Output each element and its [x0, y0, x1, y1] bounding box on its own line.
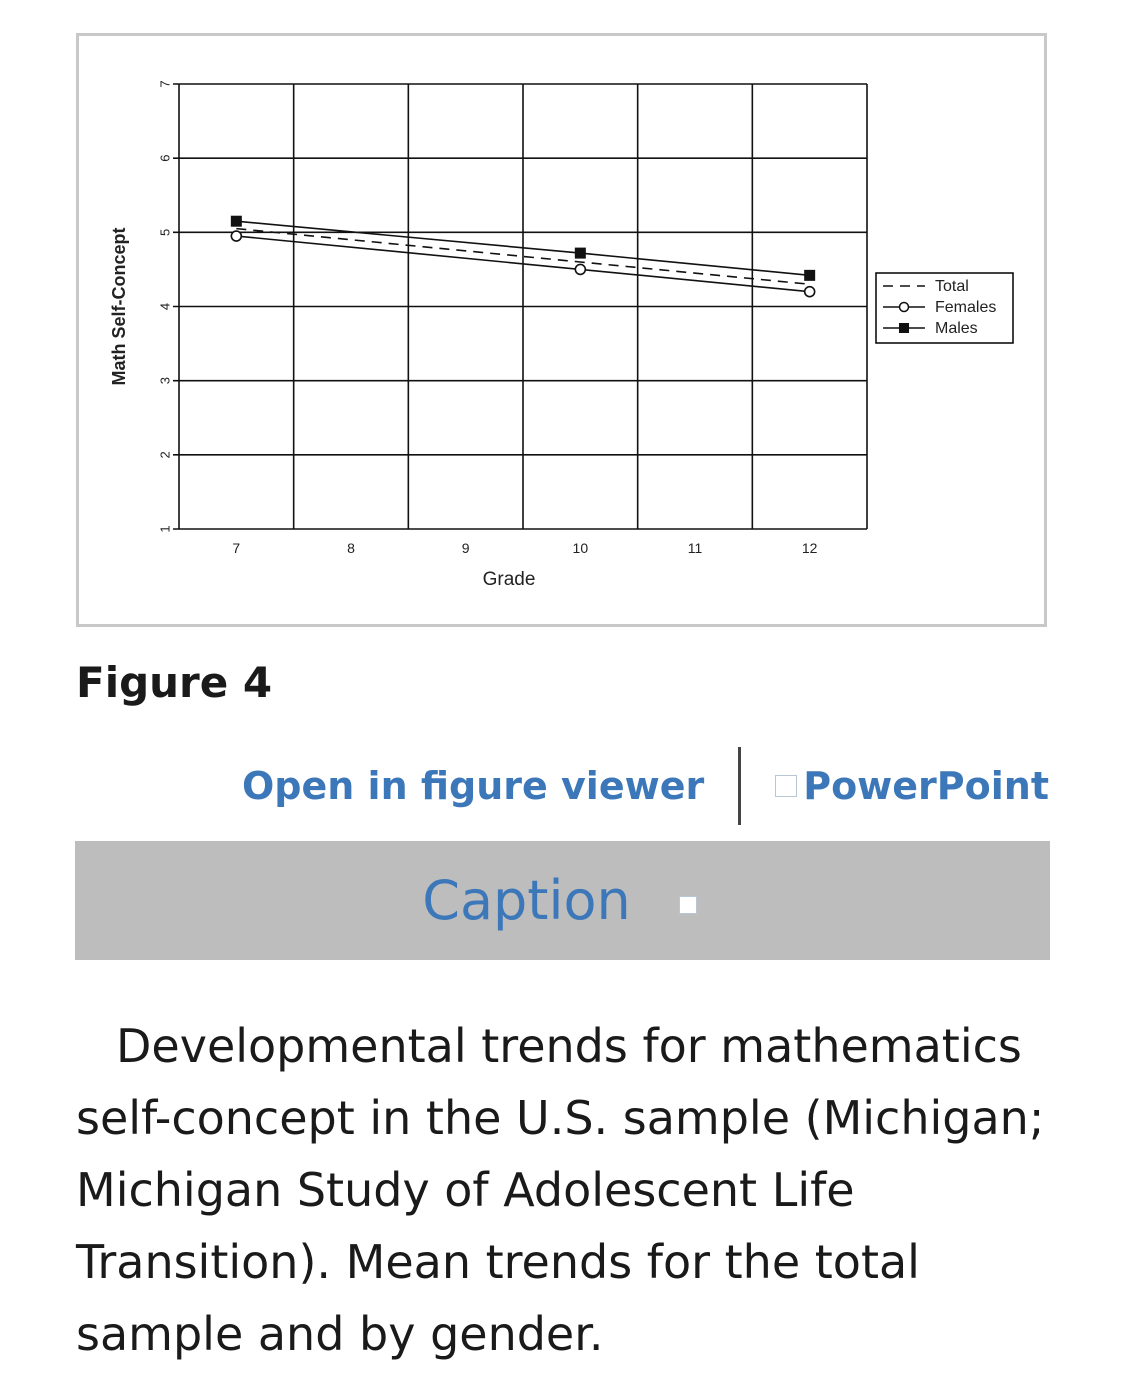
x-tick-label: 8	[347, 540, 355, 556]
y-tick-label: 4	[158, 303, 173, 310]
x-tick-label: 7	[232, 540, 240, 556]
powerpoint-icon	[775, 775, 798, 797]
data-point-males	[574, 247, 586, 259]
data-point-females	[803, 285, 816, 298]
caption-text: Developmental trends for mathematics sel…	[76, 1019, 1045, 1361]
x-tick-label: 12	[802, 540, 818, 556]
figure-actions: Open in figure viewer PowerPoint	[242, 747, 1049, 825]
legend-label-total: Total	[935, 278, 969, 295]
powerpoint-label: PowerPoint	[803, 764, 1049, 808]
legend-box	[875, 272, 1014, 344]
chart-legend: Total Females Males	[875, 272, 1014, 344]
caption-toggle-button[interactable]: Caption	[75, 841, 1050, 960]
y-tick-label: 7	[158, 80, 173, 87]
x-tick-label: 9	[462, 540, 470, 556]
action-divider	[738, 747, 742, 825]
y-axis-label: Math Self-Concept	[109, 227, 129, 385]
y-tick-label: 1	[158, 525, 173, 532]
data-point-females	[230, 230, 243, 242]
data-point-females	[574, 263, 587, 276]
legend-marker-males	[899, 323, 909, 333]
caption-toggle-label: Caption	[422, 869, 631, 932]
figure-image: 1 2 3 4 5 6 7 7 8 9 10 11 12 Grade Math Self-Concept To…	[76, 33, 1047, 627]
y-tick-label: 5	[158, 229, 173, 236]
x-axis-label: Grade	[483, 569, 536, 590]
powerpoint-link[interactable]: PowerPoint	[775, 764, 1049, 808]
chevron-icon	[678, 895, 697, 914]
y-tick-label: 3	[158, 377, 173, 384]
y-tick-label: 2	[158, 451, 173, 458]
open-figure-viewer-link[interactable]: Open in figure viewer	[242, 764, 705, 808]
data-point-males	[804, 269, 816, 281]
data-point-males	[230, 215, 242, 227]
x-tick-label: 11	[688, 540, 703, 556]
legend-marker-females	[898, 301, 910, 313]
series-line-total	[236, 227, 810, 286]
y-tick-label: 6	[158, 155, 173, 162]
x-tick-label: 10	[573, 540, 589, 556]
legend-label-males: Males	[935, 320, 978, 337]
figure-title: Figure 4	[76, 658, 273, 707]
legend-label-females: Females	[935, 299, 996, 316]
